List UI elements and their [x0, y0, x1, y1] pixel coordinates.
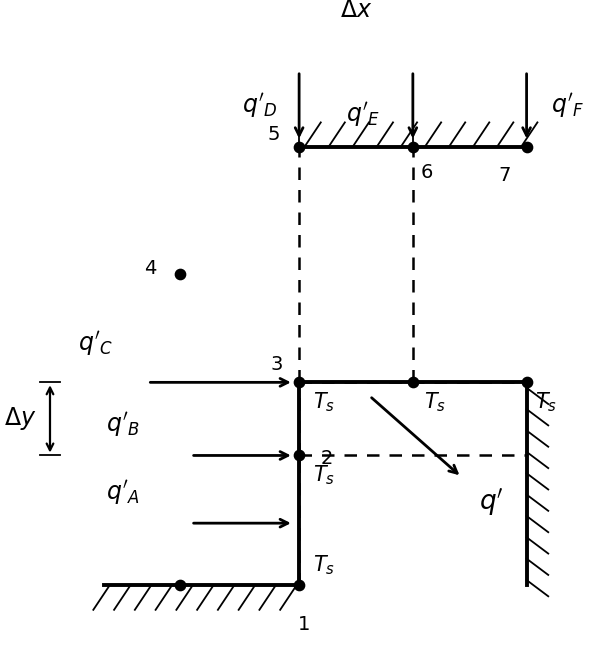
Point: [175, 269, 185, 279]
Text: 1: 1: [299, 615, 311, 634]
Point: [522, 377, 532, 388]
Text: $T_s$: $T_s$: [313, 464, 335, 487]
Text: 2: 2: [321, 449, 333, 468]
Text: $T_s$: $T_s$: [313, 554, 335, 577]
Text: $q'_E$: $q'_E$: [346, 100, 381, 129]
Point: [294, 450, 304, 460]
Text: $q'_D$: $q'_D$: [242, 92, 277, 120]
Text: $\Delta x$: $\Delta x$: [340, 0, 372, 22]
Text: $T_s$: $T_s$: [535, 390, 557, 414]
Point: [175, 580, 185, 591]
Text: $q'_F$: $q'_F$: [551, 92, 584, 120]
Point: [408, 141, 418, 152]
Text: $q'_A$: $q'_A$: [106, 478, 140, 507]
Text: 5: 5: [268, 125, 280, 144]
Text: 4: 4: [144, 259, 156, 278]
Text: 6: 6: [421, 163, 433, 182]
Text: $q'_B$: $q'_B$: [106, 411, 140, 439]
Point: [522, 141, 532, 152]
Point: [294, 141, 304, 152]
Text: $T_s$: $T_s$: [424, 390, 446, 414]
Point: [294, 580, 304, 591]
Point: [408, 377, 418, 388]
Text: $T_s$: $T_s$: [313, 390, 335, 414]
Text: $\Delta y$: $\Delta y$: [4, 405, 37, 432]
Text: $q'_C$: $q'_C$: [78, 329, 114, 358]
Point: [294, 377, 304, 388]
Text: $q'$: $q'$: [479, 485, 504, 517]
Text: 7: 7: [498, 165, 510, 184]
Text: 3: 3: [270, 355, 283, 374]
